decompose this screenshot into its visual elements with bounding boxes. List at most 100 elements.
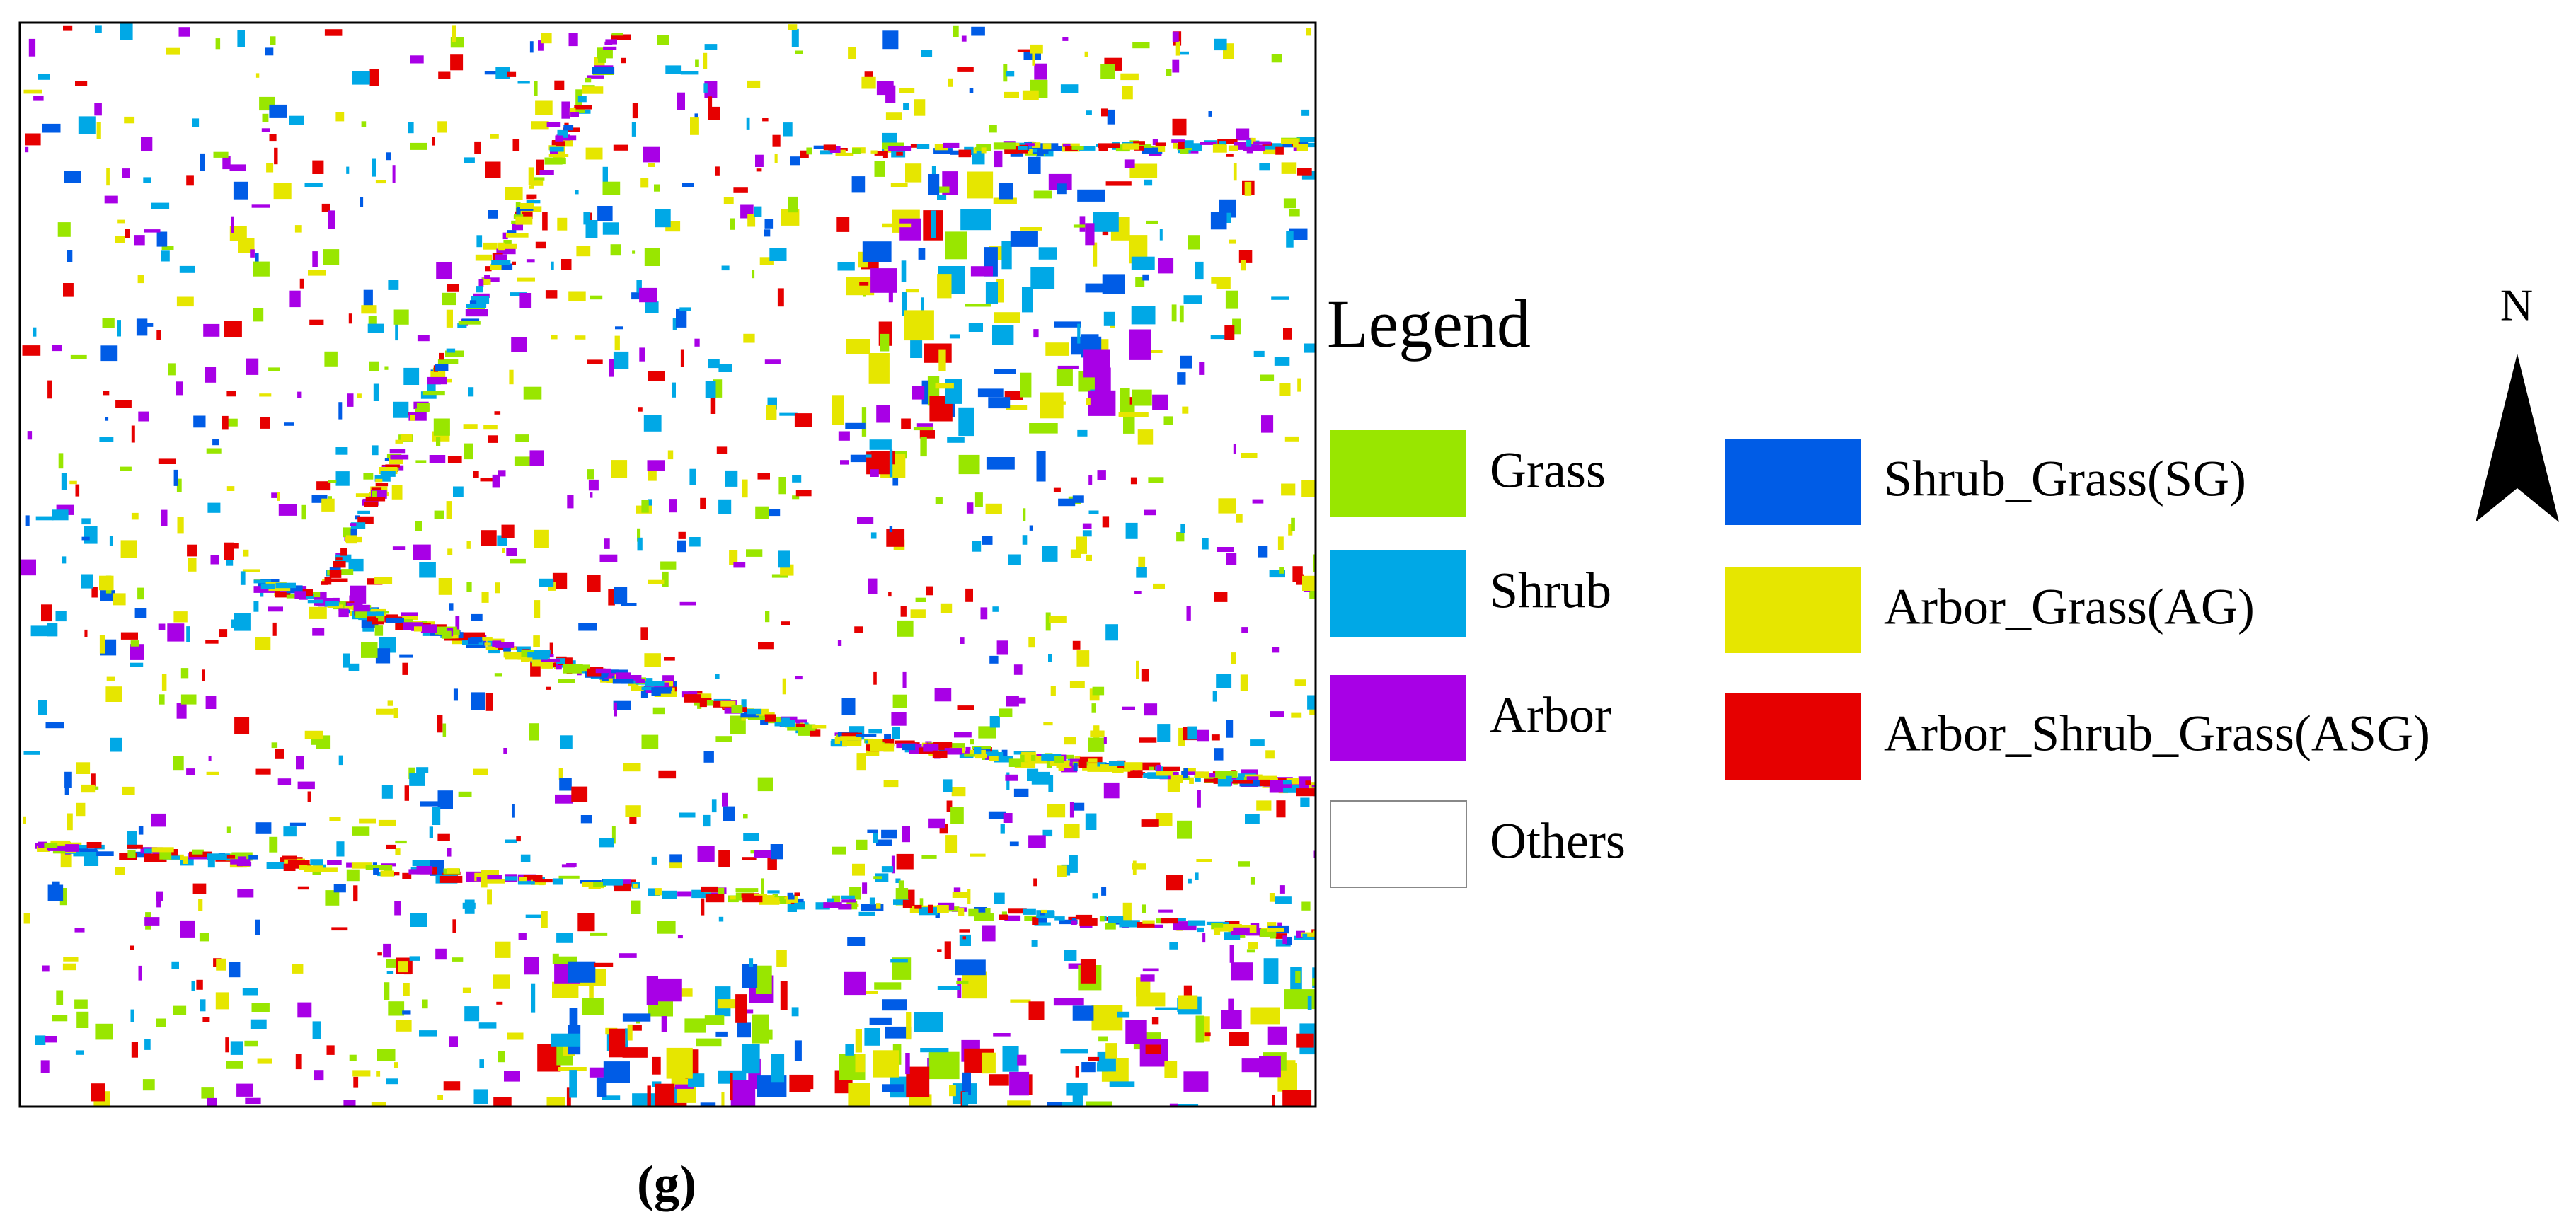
land-cover-patch (639, 347, 645, 362)
land-cover-patch (1226, 154, 1234, 157)
land-cover-patch (1075, 1066, 1079, 1078)
land-cover-patch (1300, 797, 1310, 807)
land-cover-patch (1117, 1011, 1130, 1018)
land-cover-patch (746, 549, 763, 557)
land-cover-patch (1312, 967, 1316, 988)
land-cover-patch (338, 402, 343, 420)
land-cover-patch (1102, 516, 1110, 528)
land-cover-patch (747, 214, 756, 227)
land-cover-patch (677, 935, 683, 939)
land-cover-patch (45, 722, 64, 729)
land-cover-patch (458, 791, 472, 797)
road-vegetation (896, 151, 903, 156)
caption: (g) (637, 1155, 696, 1212)
land-cover-patch (466, 582, 472, 592)
land-cover-patch (869, 439, 892, 450)
land-cover-patch (401, 612, 418, 616)
land-cover-patch (951, 787, 966, 797)
land-cover-patch (641, 734, 659, 749)
road-vegetation (527, 652, 548, 660)
land-cover-patch (130, 640, 139, 647)
road-vegetation (402, 872, 412, 879)
land-cover-patch (1155, 1007, 1186, 1010)
land-cover-patch (374, 577, 393, 584)
land-cover-patch (136, 318, 148, 336)
land-cover-patch (750, 850, 756, 854)
road-vegetation (699, 700, 707, 708)
land-cover-patch (1122, 902, 1132, 921)
land-cover-patch (422, 999, 428, 1009)
land-cover-patch (180, 920, 195, 938)
land-cover-patch (394, 1062, 398, 1068)
land-cover-patch (1038, 247, 1057, 260)
road-vegetation (1088, 758, 1098, 763)
land-cover-patch (646, 976, 658, 1005)
land-cover-patch (585, 147, 603, 160)
land-cover-patch (250, 1019, 267, 1029)
land-cover-patch (794, 413, 812, 427)
land-cover-patch (906, 1012, 912, 1040)
land-cover-patch (117, 320, 121, 337)
land-cover-patch (1250, 877, 1255, 885)
road-vegetation (869, 897, 875, 905)
road-vegetation (345, 536, 362, 543)
land-cover-patch (946, 800, 953, 812)
land-cover-patch (47, 884, 64, 901)
land-cover-patch (1010, 999, 1031, 1003)
land-cover-patch (868, 729, 882, 734)
land-cover-patch (594, 962, 614, 967)
road-vegetation (408, 869, 431, 875)
land-cover-patch (63, 283, 74, 297)
land-cover-patch (419, 562, 436, 578)
road-vegetation (1170, 775, 1183, 783)
land-cover-patch (255, 768, 271, 775)
road-vegetation (329, 570, 342, 578)
land-cover-patch (374, 475, 391, 482)
road-vegetation (975, 748, 991, 751)
land-cover-patch (229, 962, 241, 978)
land-cover-patch (130, 1009, 134, 1022)
road-vegetation (96, 851, 114, 856)
road-vegetation (1296, 930, 1305, 938)
land-cover-patch (381, 785, 393, 799)
road-vegetation (1311, 785, 1316, 788)
road-vegetation (701, 886, 718, 892)
land-cover-patch (466, 541, 471, 549)
land-cover-patch (353, 885, 358, 902)
road-vegetation (1282, 935, 1287, 945)
road-vegetation (1234, 142, 1246, 150)
road-vegetation (1059, 919, 1078, 925)
land-cover-patch (957, 705, 974, 710)
land-cover-patch (1172, 59, 1180, 73)
land-cover-patch (845, 422, 866, 429)
land-cover-patch (970, 853, 986, 857)
land-cover-patch (637, 528, 641, 542)
land-cover-patch (304, 183, 323, 187)
land-cover-patch (1062, 37, 1069, 41)
land-cover-patch (535, 241, 546, 249)
land-cover-patch (393, 708, 398, 718)
land-cover-patch (297, 781, 315, 790)
land-cover-patch (255, 637, 271, 650)
land-cover-patch (873, 671, 877, 685)
road-vegetation (325, 601, 339, 607)
land-cover-patch (999, 183, 1013, 200)
land-cover-patch (1183, 1071, 1209, 1092)
land-cover-patch (1130, 477, 1137, 485)
road-vegetation (502, 232, 508, 240)
land-cover-patch (844, 971, 866, 996)
land-cover-patch (113, 593, 126, 606)
road-vegetation (861, 904, 884, 911)
land-cover-patch (376, 1071, 381, 1077)
land-cover-patch (81, 574, 93, 589)
land-cover-patch (134, 608, 147, 618)
road-vegetation (1127, 770, 1143, 778)
road-vegetation (1253, 141, 1271, 145)
road-vegetation (981, 147, 987, 154)
land-cover-patch (35, 1035, 46, 1045)
land-cover-patch (621, 603, 637, 606)
land-cover-patch (558, 768, 563, 780)
road-vegetation (787, 892, 793, 897)
land-cover-patch (962, 1092, 969, 1107)
land-cover-patch (1034, 922, 1051, 926)
